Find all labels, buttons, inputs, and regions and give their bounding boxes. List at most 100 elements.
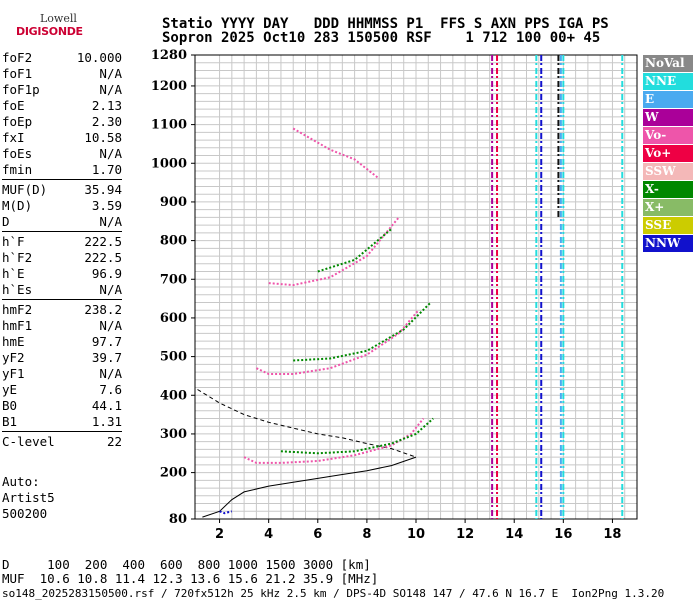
- param-row: h`F 222.5: [2, 234, 122, 250]
- param-row: C-level 22: [2, 434, 122, 450]
- param-key: h`Es: [2, 282, 33, 297]
- param-row: h`F2 222.5: [2, 250, 122, 266]
- footer-muf: MUF 10.6 10.8 11.4 12.3 13.6 15.6 21.2 3…: [2, 571, 379, 586]
- y-tick-label: 80: [169, 512, 187, 527]
- param-row: B0 44.1: [2, 398, 122, 414]
- ionospheric-parameters-panel: foF2 10.000 foF1 N/A foF1p N/A foE 2.13 foEp 2.30…: [2, 50, 122, 450]
- param-value: N/A: [99, 146, 122, 161]
- y-tick-label: 600: [160, 311, 187, 326]
- param-key: hmF2: [2, 302, 33, 317]
- legend-entry: E: [643, 91, 693, 108]
- legend-entry: NoVal: [643, 55, 693, 72]
- x-tick-label: 14: [505, 527, 523, 542]
- param-row: MUF(D) 35.94: [2, 182, 122, 198]
- param-value: 2.30: [91, 114, 122, 129]
- x-tick-label: 12: [456, 527, 474, 542]
- param-value: N/A: [99, 318, 122, 333]
- y-tick-label: 200: [160, 466, 187, 481]
- lowell-digisonde-logo: Lowell DIGISONDE: [6, 6, 83, 42]
- param-value: 96.9: [91, 266, 122, 281]
- param-separator: [2, 231, 122, 232]
- x-tick-label: 2: [215, 527, 224, 542]
- param-value: 1.70: [91, 162, 122, 177]
- profile-solid: [202, 456, 417, 518]
- y-tick-label: 900: [160, 195, 187, 210]
- param-value: N/A: [99, 214, 122, 229]
- param-value: N/A: [99, 282, 122, 297]
- param-key: hmE: [2, 334, 25, 349]
- param-key: foF2: [2, 50, 33, 65]
- param-key: foF1: [2, 66, 33, 81]
- polarization-legend: NoVal NNE E W Vo- Vo+ SSW X- X+ SSE NNW: [643, 55, 693, 253]
- logo-line1: Lowell: [40, 12, 77, 25]
- y-tick-label: 400: [160, 388, 187, 403]
- param-key: MUF(D): [2, 182, 48, 197]
- legend-entry: NNW: [643, 235, 693, 252]
- y-tick-label: 1200: [151, 79, 187, 94]
- param-value: 7.6: [99, 382, 122, 397]
- auto-code: 500200: [2, 506, 48, 521]
- param-row: D N/A: [2, 214, 122, 230]
- param-value: 44.1: [91, 398, 122, 413]
- param-value: 10.000: [76, 50, 122, 65]
- y-tick-label: 500: [160, 350, 187, 365]
- param-row: foF2 10.000: [2, 50, 122, 66]
- param-key: h`F2: [2, 250, 33, 265]
- param-key: foEs: [2, 146, 33, 161]
- echo-trace: [280, 417, 434, 455]
- param-key: foF1p: [2, 82, 40, 97]
- legend-entry: SSW: [643, 163, 693, 180]
- param-row: foEs N/A: [2, 146, 122, 162]
- param-row: h`E 96.9: [2, 266, 122, 282]
- param-key: D: [2, 214, 10, 229]
- echo-trace: [255, 309, 420, 375]
- param-separator: [2, 431, 122, 432]
- param-row: foF1 N/A: [2, 66, 122, 82]
- param-row: B1 1.31: [2, 414, 122, 430]
- param-row: yF1 N/A: [2, 366, 122, 382]
- param-value: 10.58: [84, 130, 122, 145]
- param-row: hmE 97.7: [2, 334, 122, 350]
- footer-fileinfo: so148_2025283150500.rsf / 720fx512h 25 k…: [2, 587, 665, 600]
- param-key: fxI: [2, 130, 25, 145]
- legend-entry: X-: [643, 181, 693, 198]
- y-tick-label: 1280: [151, 48, 187, 63]
- param-value: 238.2: [84, 302, 122, 317]
- x-tick-label: 16: [554, 527, 572, 542]
- logo-line2: DIGISONDE: [16, 25, 83, 38]
- param-key: foE: [2, 98, 25, 113]
- param-key: M(D): [2, 198, 33, 213]
- legend-entry: NNE: [643, 73, 693, 90]
- autoscaling-info: Auto: Artist5 500200: [2, 474, 55, 522]
- echo-trace: [292, 127, 380, 180]
- echo-trace: [243, 417, 425, 464]
- auto-artist: Artist5: [2, 490, 55, 505]
- param-separator: [2, 299, 122, 300]
- param-value: 222.5: [84, 234, 122, 249]
- param-value: 222.5: [84, 250, 122, 265]
- param-key: h`F: [2, 234, 25, 249]
- param-value: 39.7: [91, 350, 122, 365]
- auto-label: Auto:: [2, 474, 40, 489]
- legend-entry: W: [643, 109, 693, 126]
- param-value: 1.31: [91, 414, 122, 429]
- profile-dashed: [197, 389, 417, 458]
- y-tick-label: 800: [160, 234, 187, 249]
- param-value: N/A: [99, 82, 122, 97]
- param-row: fmin 1.70: [2, 162, 122, 178]
- echo-trace: [268, 216, 400, 287]
- param-key: C-level: [2, 434, 55, 449]
- param-row: foE 2.13: [2, 98, 122, 114]
- param-row: h`Es N/A: [2, 282, 122, 298]
- param-row: foF1p N/A: [2, 82, 122, 98]
- echo-trace: [317, 228, 393, 273]
- param-row: yF2 39.7: [2, 350, 122, 366]
- param-row: foEp 2.30: [2, 114, 122, 130]
- legend-entry: Vo+: [643, 145, 693, 162]
- param-value: 2.13: [91, 98, 122, 113]
- param-row: M(D) 3.59: [2, 198, 122, 214]
- x-tick-label: 10: [407, 527, 425, 542]
- footer-distance: D 100 200 400 600 800 1000 1500 3000 [km…: [2, 557, 371, 572]
- x-tick-label: 8: [362, 527, 371, 542]
